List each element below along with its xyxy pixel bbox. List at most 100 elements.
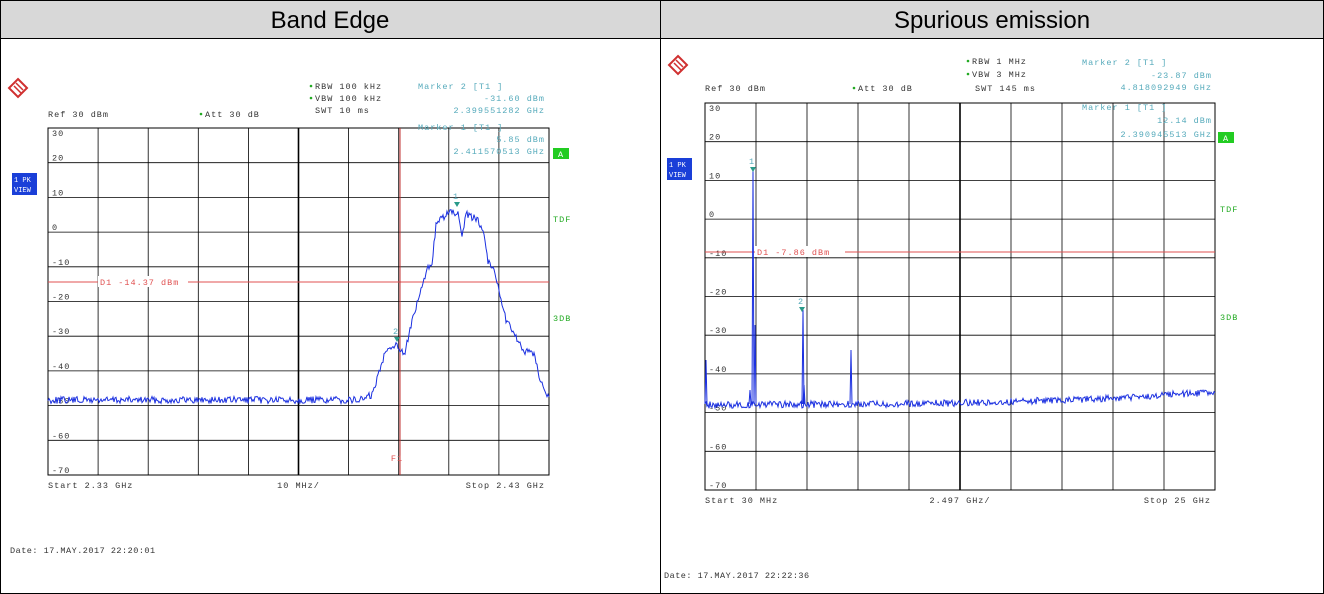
y-tick-label: 30: [52, 129, 64, 139]
y-tick-label: -30: [52, 327, 70, 337]
y-tick-label: -60: [52, 431, 70, 441]
marker-info: Marker 2 [T1 ]: [1082, 58, 1167, 68]
y-tick-label: -10: [709, 249, 727, 259]
trace: [47, 209, 550, 406]
attenuation: Att 30 dB: [858, 84, 913, 94]
trace-mode: VIEW: [669, 172, 687, 180]
frequency-line-label: F1: [391, 454, 403, 464]
trace-spike: [849, 349, 853, 405]
marker-info: 2.390945513 GHz: [1120, 130, 1212, 140]
marker-info: Marker 1 [T1 ]: [418, 123, 503, 133]
y-tick-label: 20: [709, 133, 721, 143]
display-line-label: D1 -14.37 dBm: [100, 278, 179, 288]
logo: [7, 77, 29, 99]
header-cell: Band Edge: [271, 7, 390, 34]
status-label: 3DB: [553, 314, 571, 324]
attenuation: Att 30 dB: [205, 110, 260, 120]
trace-mode: VIEW: [14, 187, 32, 195]
y-tick-label: -20: [52, 293, 70, 303]
y-tick-label: -30: [709, 326, 727, 336]
status-label: A: [1223, 134, 1229, 144]
rbw: RBW 1 MHz: [972, 57, 1027, 67]
stop-freq: Stop 25 GHz: [1144, 496, 1211, 506]
span: 2.497 GHz/: [929, 496, 990, 506]
status-label: A: [558, 150, 564, 160]
trace-spike: [704, 359, 708, 405]
rbw: RBW 100 kHz: [315, 82, 382, 92]
marker-number: 2: [393, 327, 399, 337]
bullet: [966, 72, 970, 76]
trace-mode-box: [12, 173, 37, 195]
vbw: VBW 3 MHz: [972, 70, 1027, 80]
y-tick-label: -10: [52, 258, 70, 268]
marker-info: -31.60 dBm: [484, 94, 545, 104]
y-tick-label: -60: [709, 442, 727, 452]
y-tick-label: -40: [52, 362, 70, 372]
marker-info: 5.85 dBm: [496, 135, 545, 145]
start-freq: Start 2.33 GHz: [48, 481, 133, 491]
marker: [394, 337, 400, 342]
swt: SWT 145 ms: [975, 84, 1036, 94]
marker-number: 1: [749, 157, 755, 167]
y-tick-label: 0: [52, 223, 58, 233]
marker: [750, 167, 756, 172]
ref-level: Ref 30 dBm: [48, 110, 109, 120]
bullet: [199, 112, 203, 116]
status-box: [1218, 132, 1234, 143]
trace-spike: [802, 384, 806, 405]
trace-mode-box: [667, 158, 692, 180]
trace-spike: [748, 389, 752, 405]
ref-level: Ref 30 dBm: [705, 84, 766, 94]
marker-info: 4.818092949 GHz: [1120, 83, 1212, 93]
header-row: [1, 1, 1323, 38]
y-tick-label: 10: [709, 171, 721, 181]
y-tick-label: -70: [52, 466, 70, 476]
display-line-label-bg: [98, 276, 188, 287]
y-tick-label: -70: [709, 481, 727, 491]
status-label: TDF: [1220, 205, 1238, 215]
trace: [704, 388, 1216, 410]
marker-number: 2: [798, 297, 804, 307]
y-tick-label: 20: [52, 154, 64, 164]
bullet: [852, 86, 856, 90]
bullet: [309, 84, 313, 88]
bullet: [309, 96, 313, 100]
marker-number: 1: [453, 192, 459, 202]
y-tick-label: -20: [709, 288, 727, 298]
logo: [667, 54, 689, 76]
status-label: TDF: [553, 215, 571, 225]
marker: [799, 307, 805, 312]
marker-info: 12.14 dBm: [1157, 116, 1212, 126]
logo-mark: [673, 59, 684, 71]
marker-info: 2.399551282 GHz: [453, 106, 545, 116]
display-line-label-bg: [755, 246, 845, 257]
y-tick-label: 30: [709, 104, 721, 114]
marker-info: Marker 2 [T1 ]: [418, 82, 503, 92]
y-tick-label: 0: [709, 210, 715, 220]
y-tick-label: -50: [709, 404, 727, 414]
date: Date: 17.MAY.2017 22:22:36: [664, 571, 810, 581]
display-line-label: D1 -7.86 dBm: [757, 248, 830, 258]
y-tick-label: 10: [52, 188, 64, 198]
trace-mode: 1 PK: [669, 162, 687, 170]
logo-mark: [13, 82, 24, 94]
trace-spike: [753, 324, 757, 405]
status-box: [553, 148, 569, 159]
marker: [454, 202, 460, 207]
marker-info: Marker 1 [T1 ]: [1082, 103, 1167, 113]
swt: SWT 10 ms: [315, 106, 370, 116]
start-freq: Start 30 MHz: [705, 496, 778, 506]
y-tick-label: -40: [709, 365, 727, 375]
marker-info: 2.411570513 GHz: [453, 147, 545, 157]
stop-freq: Stop 2.43 GHz: [466, 481, 545, 491]
bullet: [966, 59, 970, 63]
span: 10 MHz/: [277, 481, 320, 491]
status-label: 3DB: [1220, 313, 1238, 323]
header-cell: Spurious emission: [894, 7, 1090, 34]
vbw: VBW 100 kHz: [315, 94, 382, 104]
marker-info: -23.87 dBm: [1151, 71, 1212, 81]
date: Date: 17.MAY.2017 22:20:01: [10, 546, 156, 556]
trace-mode: 1 PK: [14, 177, 32, 185]
